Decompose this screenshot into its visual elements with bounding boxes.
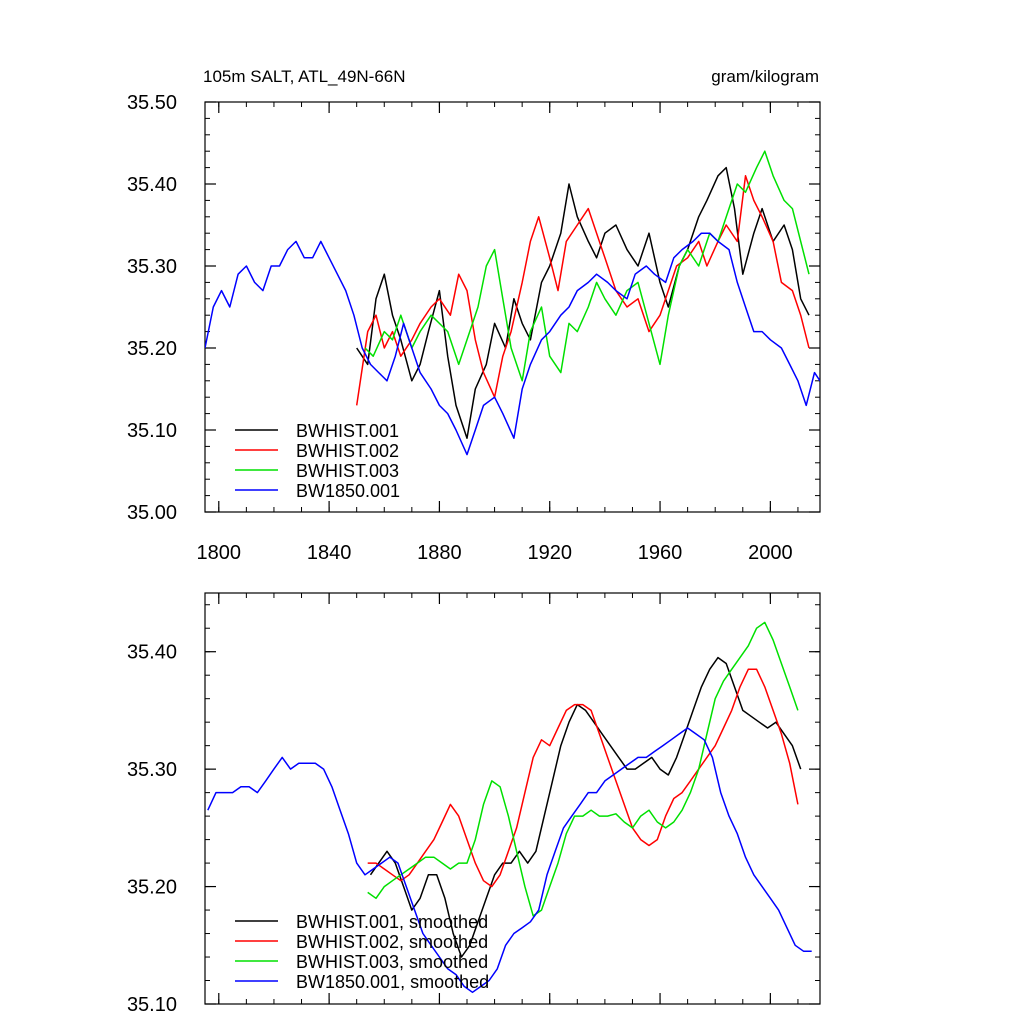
y-tick-label: 35.00 bbox=[127, 502, 177, 524]
series-line-bw1850-001 bbox=[205, 232, 820, 456]
y-tick-label: 35.30 bbox=[127, 256, 177, 278]
x-tick-label: 1920 bbox=[527, 542, 572, 564]
y-tick-label: 35.30 bbox=[127, 759, 177, 781]
y-tick-label: 35.20 bbox=[127, 877, 177, 899]
y-tick-label: 35.40 bbox=[127, 642, 177, 664]
y-tick-label: 35.10 bbox=[127, 994, 177, 1016]
legend-label: BWHIST.003, smoothed bbox=[296, 952, 488, 972]
chart-units: gram/kilogram bbox=[711, 67, 819, 86]
series-line-bwhist-001 bbox=[356, 166, 810, 439]
legend-label: BWHIST.003 bbox=[296, 461, 399, 481]
series-line-bw1850-001-smoothed bbox=[207, 727, 812, 994]
series-line-bwhist-001-smoothed bbox=[369, 656, 802, 958]
x-tick-label: 1960 bbox=[638, 542, 683, 564]
y-tick-label: 35.10 bbox=[127, 420, 177, 442]
series-line-bwhist-002 bbox=[355, 175, 810, 406]
plot-frame bbox=[204, 592, 821, 1005]
y-tick-label: 35.50 bbox=[127, 92, 177, 114]
series-line-bwhist-003-smoothed bbox=[367, 621, 799, 917]
chart-panel-top: 105m SALT, ATL_49N-66N gram/kilogram 35.… bbox=[127, 67, 821, 564]
legend-label: BWHIST.002 bbox=[296, 441, 399, 461]
y-tick-label: 35.40 bbox=[127, 174, 177, 196]
chart-title: 105m SALT, ATL_49N-66N bbox=[203, 67, 406, 86]
chart-panel-bottom: 35.10 35.20 35.30 35.40 BWHIST.001, smoothe… bbox=[127, 592, 821, 1016]
x-tick-label: 1840 bbox=[307, 542, 352, 564]
legend-label: BW1850.001, smoothed bbox=[296, 972, 489, 992]
series-line-bwhist-003 bbox=[364, 150, 810, 382]
legend-label: BWHIST.001, smoothed bbox=[296, 912, 488, 932]
x-tick-label: 2000 bbox=[748, 542, 793, 564]
series-line-bwhist-002-smoothed bbox=[367, 668, 799, 888]
y-tick-label: 35.20 bbox=[127, 338, 177, 360]
legend-label: BWHIST.001 bbox=[296, 421, 399, 441]
x-tick-label: 1880 bbox=[417, 542, 462, 564]
legend-label: BWHIST.002, smoothed bbox=[296, 932, 488, 952]
x-tick-label: 1800 bbox=[197, 542, 242, 564]
plot-frame bbox=[204, 101, 821, 513]
legend-label: BW1850.001 bbox=[296, 481, 400, 501]
